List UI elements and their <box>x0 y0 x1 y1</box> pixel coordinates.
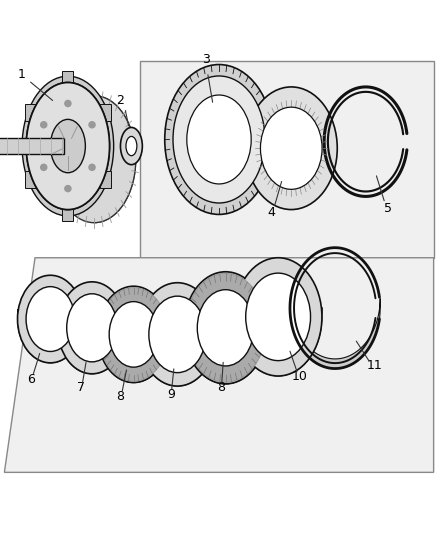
Ellipse shape <box>187 95 251 184</box>
FancyBboxPatch shape <box>62 71 73 88</box>
Ellipse shape <box>185 273 266 382</box>
Circle shape <box>41 164 47 171</box>
Polygon shape <box>4 258 434 472</box>
Text: 1: 1 <box>18 68 25 81</box>
FancyBboxPatch shape <box>62 205 73 221</box>
Text: 5: 5 <box>384 202 392 215</box>
Text: 9: 9 <box>167 388 175 401</box>
Polygon shape <box>58 318 126 374</box>
Ellipse shape <box>53 96 136 223</box>
Ellipse shape <box>58 282 126 374</box>
Ellipse shape <box>26 83 110 209</box>
Circle shape <box>89 164 95 171</box>
Text: 2: 2 <box>116 94 124 108</box>
Polygon shape <box>234 307 322 376</box>
Circle shape <box>89 122 95 128</box>
Polygon shape <box>68 83 136 223</box>
FancyBboxPatch shape <box>25 171 35 188</box>
FancyBboxPatch shape <box>25 104 35 121</box>
Polygon shape <box>139 325 216 386</box>
Ellipse shape <box>109 302 158 367</box>
Ellipse shape <box>245 87 337 209</box>
FancyBboxPatch shape <box>0 138 64 154</box>
Polygon shape <box>18 310 83 363</box>
FancyBboxPatch shape <box>100 104 111 121</box>
Ellipse shape <box>98 286 170 383</box>
Ellipse shape <box>173 76 265 203</box>
Ellipse shape <box>197 290 254 366</box>
Text: 3: 3 <box>202 53 210 66</box>
Circle shape <box>65 100 71 107</box>
Polygon shape <box>290 298 380 368</box>
Polygon shape <box>140 61 434 258</box>
Ellipse shape <box>26 287 74 351</box>
Polygon shape <box>184 318 267 384</box>
Ellipse shape <box>67 294 117 362</box>
Ellipse shape <box>261 107 322 189</box>
Ellipse shape <box>18 275 83 363</box>
Ellipse shape <box>234 258 322 376</box>
Ellipse shape <box>149 296 206 373</box>
Text: 8: 8 <box>217 381 225 394</box>
Text: 7: 7 <box>77 381 85 394</box>
Text: 11: 11 <box>367 359 382 373</box>
Ellipse shape <box>26 83 110 209</box>
Ellipse shape <box>184 272 267 384</box>
Polygon shape <box>98 325 170 383</box>
Circle shape <box>65 185 71 192</box>
Ellipse shape <box>165 64 273 214</box>
Ellipse shape <box>120 127 142 165</box>
Text: 8: 8 <box>117 390 124 403</box>
Text: 6: 6 <box>27 373 35 385</box>
Circle shape <box>41 122 47 128</box>
Text: 4: 4 <box>268 206 276 219</box>
FancyBboxPatch shape <box>100 171 111 188</box>
Ellipse shape <box>126 136 137 156</box>
Ellipse shape <box>99 288 169 381</box>
Ellipse shape <box>50 119 85 173</box>
Ellipse shape <box>22 76 114 216</box>
Ellipse shape <box>246 273 311 361</box>
Text: 10: 10 <box>292 370 308 383</box>
Ellipse shape <box>139 282 216 386</box>
